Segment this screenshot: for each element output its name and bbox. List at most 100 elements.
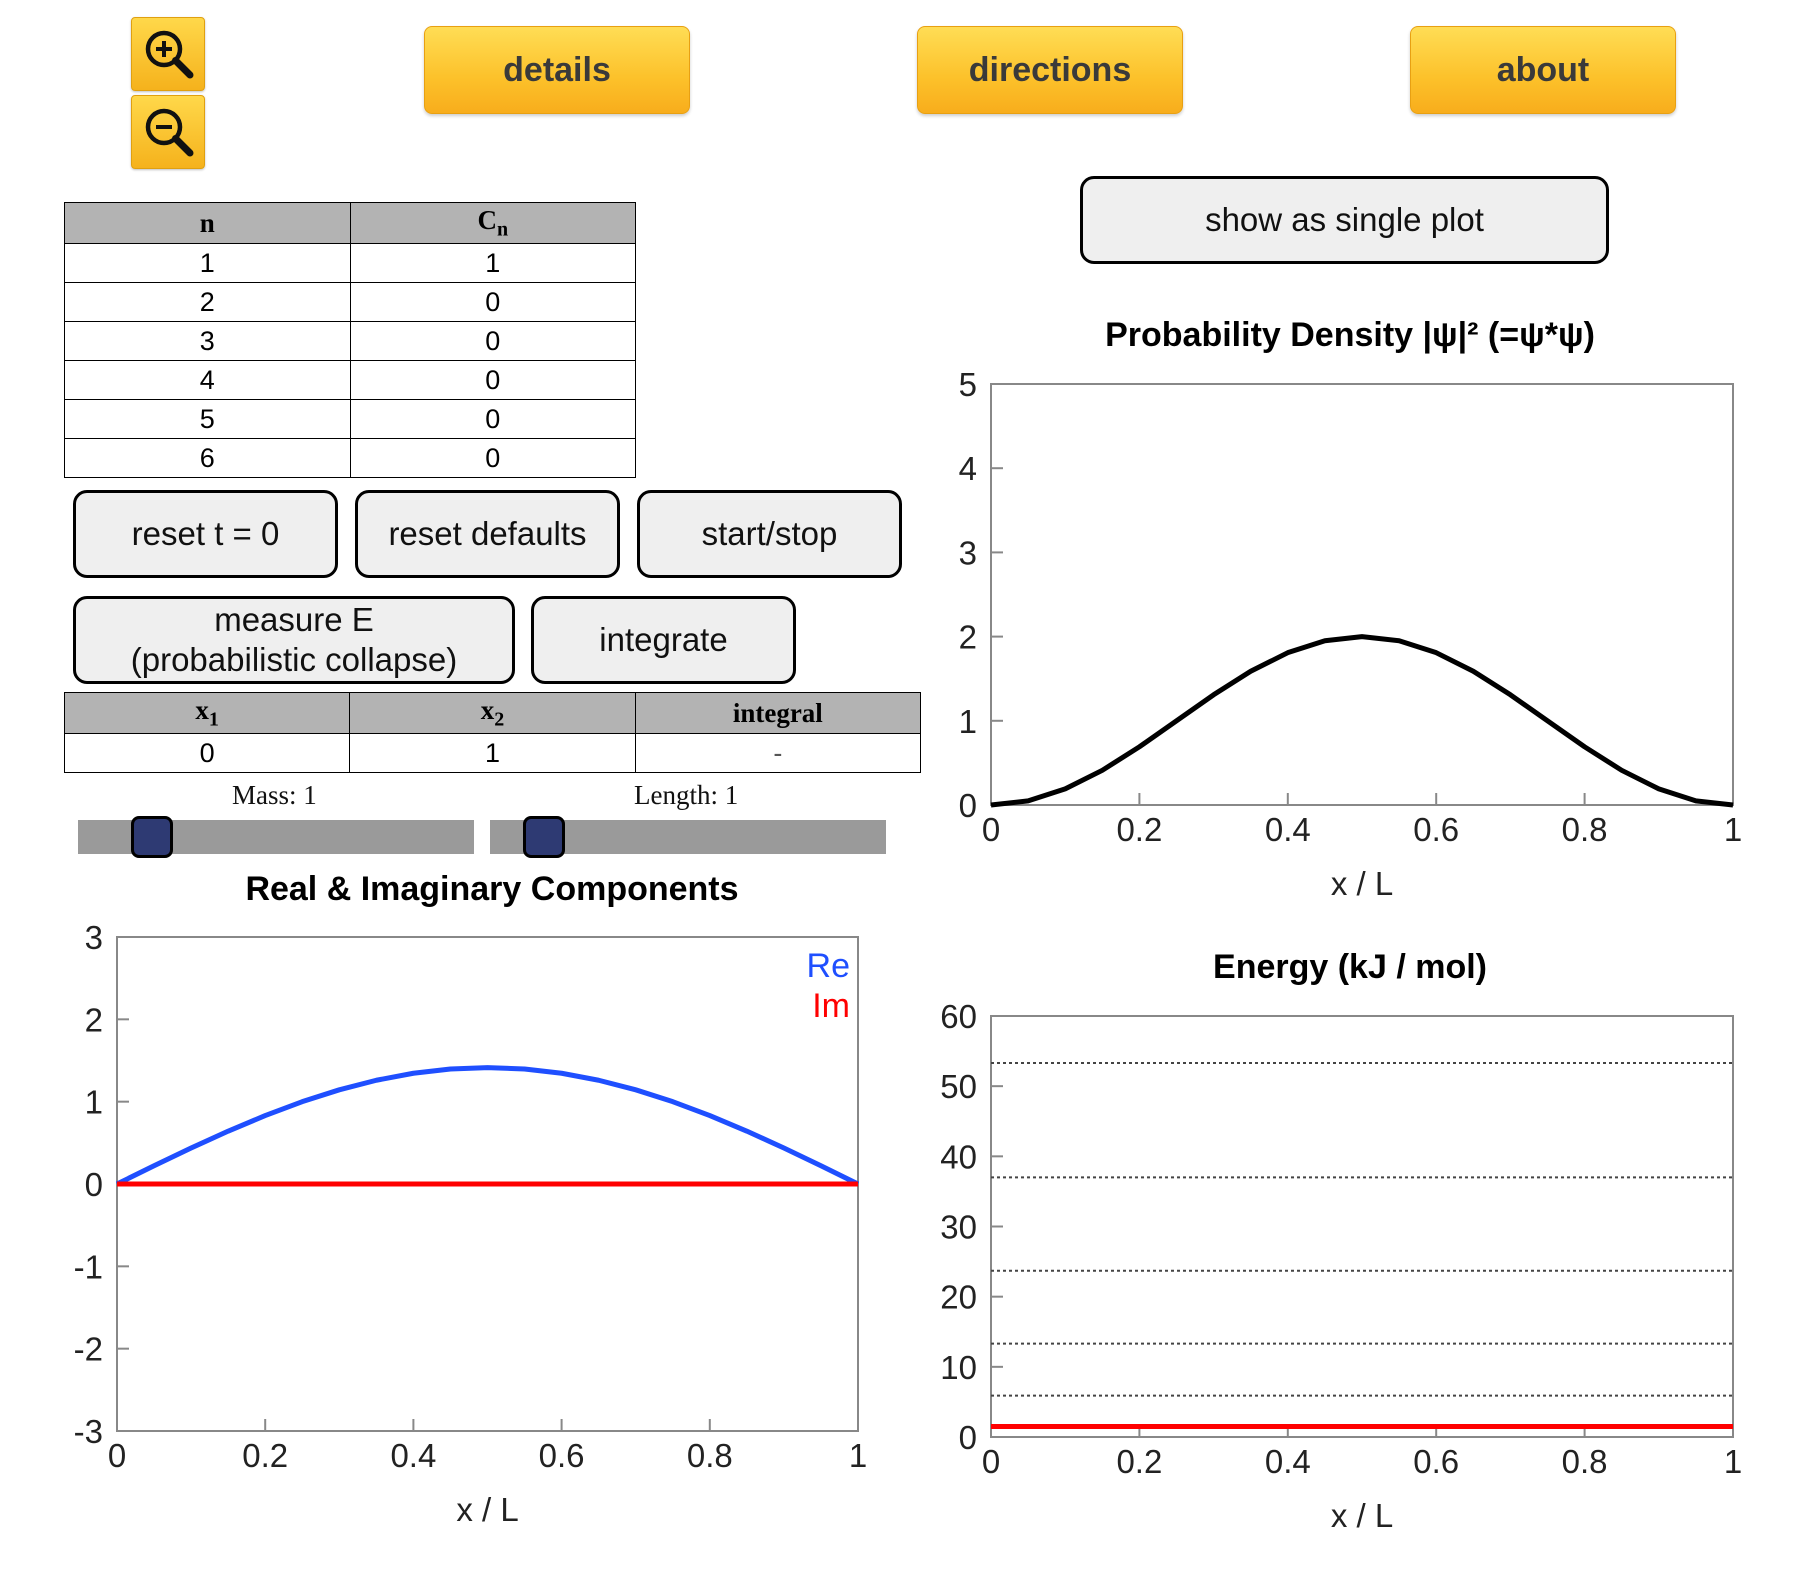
n-cell: 6: [64, 438, 351, 478]
zoom-out-button[interactable]: [131, 95, 205, 169]
header-integral: integral: [634, 692, 922, 734]
header-x1-sub: 1: [208, 708, 219, 731]
integral-table: x1 x2 integral 0 1 -: [63, 692, 922, 773]
zoom-out-icon: [145, 108, 194, 157]
measure-line-1: measure E: [214, 601, 374, 639]
x-tick-label: 0.8: [687, 1437, 733, 1474]
x2-cell[interactable]: 1: [349, 733, 636, 773]
legend-entry-im: Im: [812, 987, 850, 1025]
y-tick-label: 2: [85, 1001, 103, 1038]
y-tick-label: 0: [959, 787, 977, 824]
y-tick-label: 0: [959, 1419, 977, 1456]
coefficient-cell[interactable]: 0: [349, 321, 636, 361]
x-tick-label: 0.8: [1562, 811, 1608, 848]
y-tick-label: -1: [74, 1248, 103, 1285]
details-button[interactable]: details: [424, 26, 690, 114]
show-single-plot-button[interactable]: show as single plot: [1080, 176, 1609, 264]
x-tick-label: 0.6: [539, 1437, 585, 1474]
header-cn-text: C: [477, 204, 497, 235]
header-x2-sub: 2: [494, 708, 505, 731]
header-x1: x1: [63, 692, 351, 734]
integrate-button[interactable]: integrate: [531, 596, 796, 684]
y-tick-label: 4: [959, 450, 977, 487]
header-x1-text: x: [195, 694, 209, 725]
x-tick-label: 0: [982, 1443, 1000, 1480]
reset-time-button[interactable]: reset t = 0: [73, 490, 338, 578]
x1-cell[interactable]: 0: [63, 733, 351, 773]
y-tick-label: -3: [74, 1413, 103, 1450]
n-cell: 2: [64, 282, 351, 322]
energy-chart-title: Energy (kJ / mol): [1213, 948, 1487, 986]
x-tick-label: 0.6: [1413, 811, 1459, 848]
x-tick-label: 0: [108, 1437, 126, 1474]
zoom-in-icon: [145, 30, 194, 79]
y-tick-label: 1: [85, 1084, 103, 1121]
y-tick-label: 1: [959, 703, 977, 740]
y-tick-label: 2: [959, 619, 977, 656]
header-cn: Cn: [349, 202, 636, 244]
coefficient-cell[interactable]: 0: [349, 399, 636, 439]
x-tick-label: 0.2: [1116, 1443, 1162, 1480]
y-tick-label: 3: [959, 534, 977, 571]
y-tick-label: 50: [940, 1068, 977, 1105]
x-tick-label: 0.4: [1265, 811, 1311, 848]
y-tick-label: 40: [940, 1138, 977, 1175]
legend-entry-re: Re: [807, 947, 850, 985]
header-n: n: [64, 202, 351, 244]
measure-line-2: (probabilistic collapse): [130, 641, 458, 678]
y-tick-label: -2: [74, 1331, 103, 1368]
plot-frame: [990, 383, 1734, 806]
header-x2: x2: [349, 692, 636, 734]
integral-cell: -: [634, 733, 922, 773]
n-cell: 3: [64, 321, 351, 361]
plot-frame: [116, 936, 859, 1432]
x-axis-label: x / L: [1331, 1497, 1393, 1534]
plot-frame: [990, 1015, 1734, 1438]
x-tick-label: 1: [1724, 811, 1742, 848]
n-cell: 1: [64, 243, 351, 283]
x-tick-label: 0.6: [1413, 1443, 1459, 1480]
integral-row: 0 1 -: [63, 733, 922, 773]
header-cn-sub: n: [496, 218, 509, 241]
header-x2-text: x: [480, 694, 495, 725]
x-tick-label: 0.2: [242, 1437, 288, 1474]
x-axis-label: x / L: [1331, 865, 1393, 902]
start-stop-button[interactable]: start/stop: [637, 490, 902, 578]
n-cell: 5: [64, 399, 351, 439]
coefficient-cell[interactable]: 0: [349, 438, 636, 478]
y-tick-label: 60: [940, 998, 977, 1035]
series-line-0: [990, 634, 1734, 808]
x-tick-label: 0.8: [1562, 1443, 1608, 1480]
y-tick-label: 0: [85, 1166, 103, 1203]
y-tick-label: 3: [85, 919, 103, 956]
reset-defaults-button[interactable]: reset defaults: [355, 490, 620, 578]
x-tick-label: 1: [1724, 1443, 1742, 1480]
y-tick-label: 30: [940, 1209, 977, 1246]
y-tick-label: 20: [940, 1279, 977, 1316]
mass-slider-thumb[interactable]: [130, 816, 173, 858]
x-tick-label: 0.4: [390, 1437, 436, 1474]
mass-label: Mass: 1: [232, 780, 317, 810]
coefficient-cell[interactable]: 1: [349, 243, 636, 283]
measure-energy-button[interactable]: measure E (probabilistic collapse): [73, 596, 515, 684]
series-line-re: [115, 1065, 860, 1187]
coefficient-cell[interactable]: 0: [349, 282, 636, 322]
y-tick-label: 10: [940, 1349, 977, 1386]
length-slider-thumb[interactable]: [523, 816, 566, 858]
coefficient-cell[interactable]: 0: [349, 360, 636, 400]
directions-button[interactable]: directions: [917, 26, 1183, 114]
x-tick-label: 0.2: [1116, 811, 1162, 848]
x-tick-label: 0: [982, 811, 1000, 848]
x-axis-label: x / L: [456, 1491, 518, 1528]
components-chart-title: Real & Imaginary Components: [245, 870, 739, 908]
zoom-in-button[interactable]: [131, 17, 205, 91]
x-tick-label: 1: [849, 1437, 867, 1474]
length-label: Length: 1: [634, 780, 739, 810]
about-button[interactable]: about: [1410, 26, 1676, 114]
